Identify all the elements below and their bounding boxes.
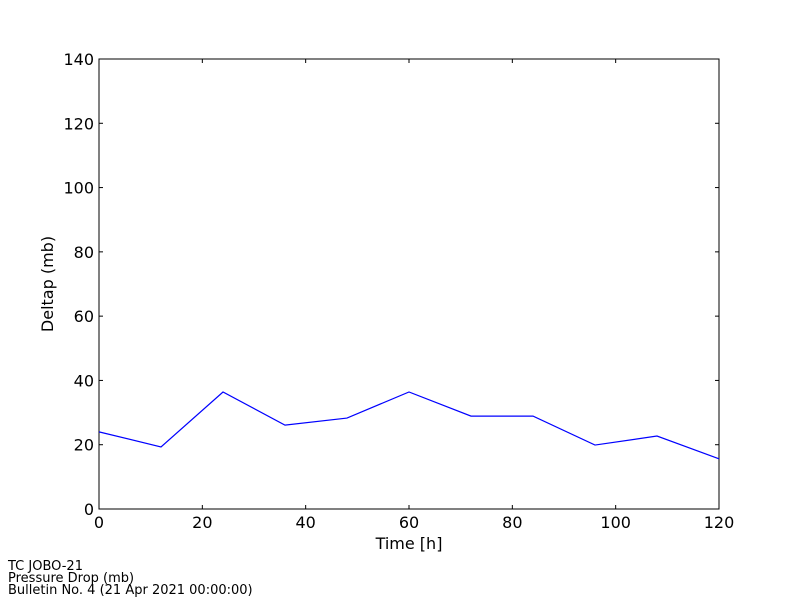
line — [98, 391, 720, 460]
x-axis-label: Time [h] — [375, 534, 443, 553]
x-tick-label: 0 — [94, 513, 104, 532]
y-tick-label: 100 — [63, 179, 94, 198]
x-tick-label: 120 — [704, 513, 735, 532]
y-tick-label: 0 — [84, 500, 94, 519]
y-tick-label: 140 — [63, 50, 94, 69]
x-tick-label: 40 — [295, 513, 315, 532]
footer-text: Pressure Drop (mb) — [8, 571, 134, 586]
y-axis-label: Deltap (mb) — [38, 236, 57, 332]
y-tick-label: 120 — [63, 114, 94, 133]
x-tick-label: 100 — [600, 513, 631, 532]
y-tick-label: 40 — [74, 371, 94, 390]
x-tick-label: 20 — [192, 513, 212, 532]
plot-frame — [98, 58, 720, 510]
y-tick-label: 80 — [74, 243, 94, 262]
y-tick-label: 60 — [74, 307, 94, 326]
x-tick-label: 60 — [399, 513, 419, 532]
footer-text: TC JOBO-21 — [7, 559, 83, 574]
footer-text: Bulletin No. 4 (21 Apr 2021 00:00:00) — [8, 583, 253, 598]
y-tick-label: 20 — [74, 436, 94, 455]
x-tick-label: 80 — [502, 513, 522, 532]
